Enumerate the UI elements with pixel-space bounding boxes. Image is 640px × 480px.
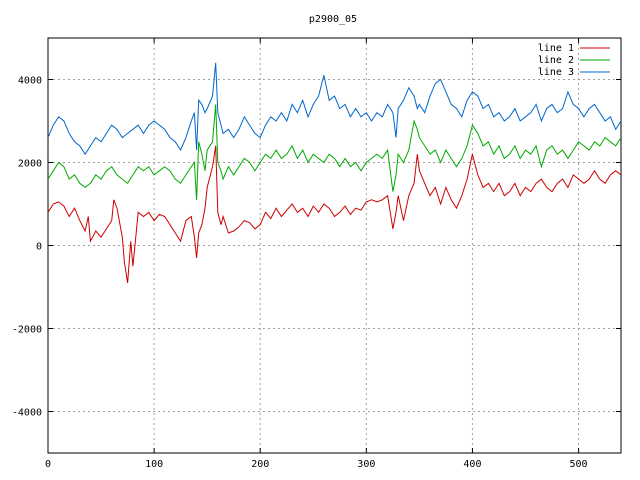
y-tick-label: 0	[36, 242, 42, 253]
chart-title: p2900_05	[309, 14, 357, 25]
x-tick-label: 100	[145, 459, 163, 470]
series-line-3	[47, 62, 622, 156]
plot-area	[47, 62, 622, 283]
y-tick-label: 4000	[18, 76, 42, 87]
x-tick-label: 500	[570, 459, 588, 470]
x-axis-ticks: 0 100 200 300 400 500	[45, 38, 588, 470]
x-tick-label: 300	[357, 459, 375, 470]
y-tick-label: 2000	[18, 159, 42, 170]
series-line-1	[47, 145, 622, 283]
legend-label-2: line 2	[538, 55, 574, 66]
y-tick-label: -2000	[12, 325, 42, 336]
y-axis-ticks: -4000 -2000 0 2000 4000	[12, 76, 621, 419]
series-line-2	[47, 104, 622, 200]
y-tick-label: -4000	[12, 408, 42, 419]
legend-label-1: line 1	[538, 43, 574, 54]
legend-label-3: line 3	[538, 67, 574, 78]
x-tick-label: 200	[251, 459, 269, 470]
x-tick-label: 0	[45, 459, 51, 470]
grid-lines	[48, 38, 621, 453]
x-tick-label: 400	[463, 459, 481, 470]
